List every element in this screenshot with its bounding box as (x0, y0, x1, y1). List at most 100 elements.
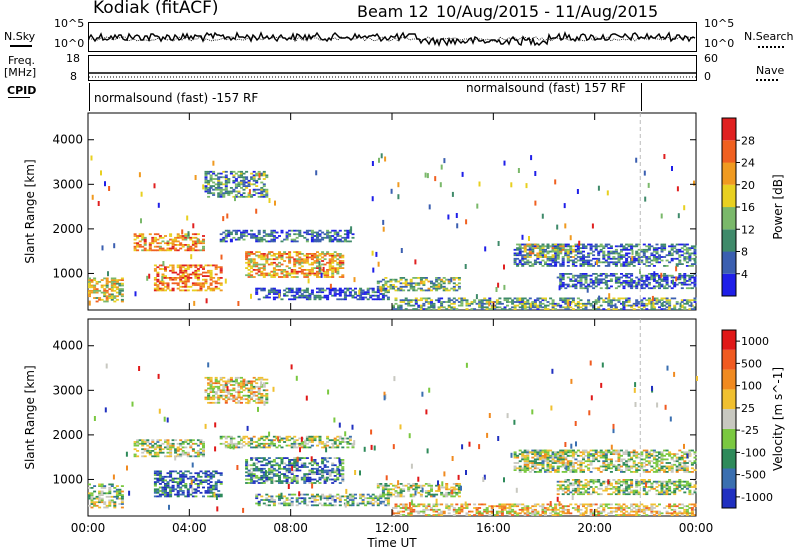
echo-cell (495, 301, 499, 303)
echo-cell (179, 493, 183, 496)
echo-cell (303, 462, 307, 465)
echo-cell (409, 301, 413, 303)
echo-cell (627, 265, 631, 267)
echo-cell (310, 236, 314, 239)
echo-cell (647, 243, 651, 246)
echo-cell (133, 455, 137, 458)
echo-cell (673, 297, 677, 300)
echo-cell (455, 213, 458, 218)
echo-cell (678, 243, 682, 246)
echo-cell (688, 276, 692, 279)
echo-cell (265, 258, 269, 261)
echo-cell (427, 514, 431, 516)
echo-cell (399, 507, 403, 509)
echo-cell (207, 475, 211, 478)
echo-cell (455, 508, 459, 511)
echo-cell (196, 479, 200, 482)
echo-cell (531, 514, 535, 516)
echo-cell (326, 274, 330, 277)
echo-cell (359, 293, 363, 295)
echo-cell (409, 278, 413, 281)
echo-cell (361, 296, 365, 299)
echo-cell (690, 245, 694, 248)
echo-cell (394, 486, 398, 489)
echo-cell (465, 514, 469, 516)
echo-cell (384, 493, 388, 496)
echo-cell (538, 306, 542, 309)
nsky-label: N.Sky (4, 30, 36, 43)
echo-cell (528, 265, 532, 267)
echo-cell (270, 476, 274, 479)
echo-cell (303, 296, 307, 299)
echo-cell (212, 172, 216, 175)
echo-cell (348, 442, 352, 445)
echo-cell (574, 250, 578, 253)
echo-cell (171, 240, 175, 243)
echo-cell (652, 248, 656, 251)
echo-cell (533, 301, 537, 303)
echo-cell (318, 442, 322, 445)
echo-cell (589, 274, 593, 277)
echo-cell (242, 444, 246, 447)
echo-cell (336, 261, 340, 264)
echo-cell (478, 514, 482, 516)
echo-cell (176, 240, 180, 243)
echo-cell (288, 256, 292, 259)
echo-cell (604, 243, 608, 246)
echo-cell (440, 278, 444, 281)
echo-cell (293, 460, 297, 463)
echo-cell (688, 299, 692, 302)
echo-cell (663, 274, 667, 277)
echo-cell (110, 277, 114, 280)
echo-cell (171, 277, 175, 279)
echo-cell (574, 283, 578, 286)
echo-cell (166, 240, 170, 243)
echo-cell (186, 273, 190, 276)
echo-cell (513, 252, 517, 255)
echo-cell (176, 273, 180, 276)
echo-cell (640, 304, 644, 307)
echo-cell (328, 495, 332, 498)
echo-cell (234, 238, 238, 241)
echo-cell (321, 493, 325, 496)
echo-cell (668, 245, 672, 248)
echo-cell (189, 455, 193, 458)
echo-cell (517, 168, 520, 173)
echo-cell (673, 276, 677, 279)
echo-cell (151, 446, 155, 449)
echo-cell (265, 195, 269, 198)
echo-cell (457, 490, 461, 492)
echo-cell (529, 302, 532, 308)
echo-cell (430, 493, 433, 496)
echo-cell (118, 497, 122, 500)
echo-cell (516, 505, 520, 508)
echo-cell (232, 195, 236, 198)
echo-cell (166, 455, 170, 458)
echo-cell (409, 507, 413, 509)
echo-cell (589, 304, 593, 307)
echo-cell (688, 248, 692, 251)
echo-cell (305, 475, 309, 477)
echo-cell (569, 278, 573, 281)
echo-cell (217, 398, 221, 401)
echo-cell (594, 302, 598, 305)
echo-cell (209, 387, 213, 390)
echo-cell (93, 485, 97, 487)
echo-cell (179, 285, 183, 288)
echo-cell (341, 441, 345, 443)
echo-cell (262, 442, 266, 445)
echo-cell (219, 394, 223, 397)
echo-cell (184, 495, 188, 498)
echo-cell (179, 479, 183, 482)
echo-cell (227, 442, 231, 445)
echo-cell (518, 302, 522, 305)
echo-cell (196, 278, 200, 281)
echo-cell (267, 439, 271, 442)
echo-cell (376, 499, 380, 501)
echo-cell (589, 245, 593, 248)
echo-cell (120, 499, 124, 502)
echo-cell (310, 235, 314, 237)
echo-cell (262, 254, 266, 257)
echo-cell (680, 304, 684, 307)
echo-cell (247, 181, 251, 184)
